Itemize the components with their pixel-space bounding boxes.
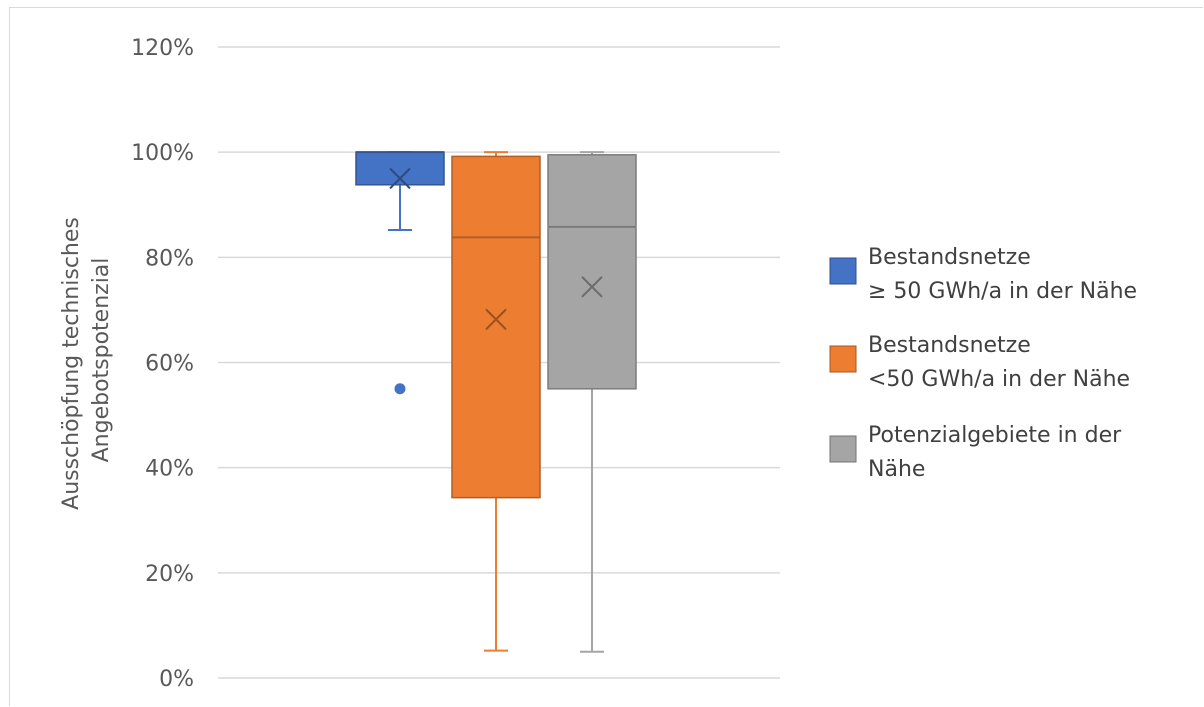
legend-swatch xyxy=(829,257,857,285)
legend-label-line-2: <50 GWh/a in der Nähe xyxy=(868,367,1130,392)
legend-swatch xyxy=(829,435,857,463)
legend-label-line-1: Potenzialgebiete in der xyxy=(868,423,1122,448)
legend-entry-2: Bestandsnetze <50 GWh/a in der Nähe xyxy=(829,333,1130,392)
legend-swatch xyxy=(829,345,857,373)
box-series-2 xyxy=(451,151,541,652)
y-tick-label-80: 80% xyxy=(145,246,194,271)
y-axis-label-line-2: Angebotspotenzial xyxy=(89,258,114,463)
box xyxy=(355,151,445,186)
legend-label-line-1: Bestandsnetze xyxy=(868,245,1031,270)
box-series xyxy=(355,151,637,653)
box-series-3 xyxy=(547,151,637,653)
box xyxy=(547,154,637,390)
legend-entry-3: Potenzialgebiete in der Nähe xyxy=(829,423,1122,482)
legend-entry-1: Bestandsnetze ≥ 50 GWh/a in der Nähe xyxy=(829,245,1137,304)
legend-label-line-2: Nähe xyxy=(868,457,925,482)
y-tick-label-120: 120% xyxy=(131,36,194,61)
legend: Bestandsnetze≥ 50 GWh/a in der NäheBesta… xyxy=(829,245,1137,482)
y-axis-label-line-1: Ausschöpfung technisches xyxy=(59,217,84,510)
chart-frame xyxy=(9,7,1203,706)
mean-marker-stroke-b xyxy=(485,308,507,331)
legend-label-line-2: ≥ 50 GWh/a in der Nähe xyxy=(868,279,1137,304)
y-axis-tick-labels: 0% 20% 40% 60% 80% 100% 120% xyxy=(131,36,194,692)
y-tick-label-40: 40% xyxy=(145,457,194,482)
y-tick-label-0: 0% xyxy=(159,667,194,692)
outlier-point-1 xyxy=(394,383,406,395)
mean-marker-stroke-b xyxy=(389,167,411,190)
mean-marker-stroke-b xyxy=(581,276,603,298)
y-tick-label-60: 60% xyxy=(145,352,194,377)
y-tick-label-100: 100% xyxy=(131,141,194,166)
y-axis-label: Ausschöpfung technisches Angebotspotenzi… xyxy=(59,210,114,510)
legend-label-line-1: Bestandsnetze xyxy=(868,333,1031,358)
box-series-1 xyxy=(355,151,445,395)
box xyxy=(451,155,541,499)
y-tick-label-20: 20% xyxy=(145,562,194,587)
